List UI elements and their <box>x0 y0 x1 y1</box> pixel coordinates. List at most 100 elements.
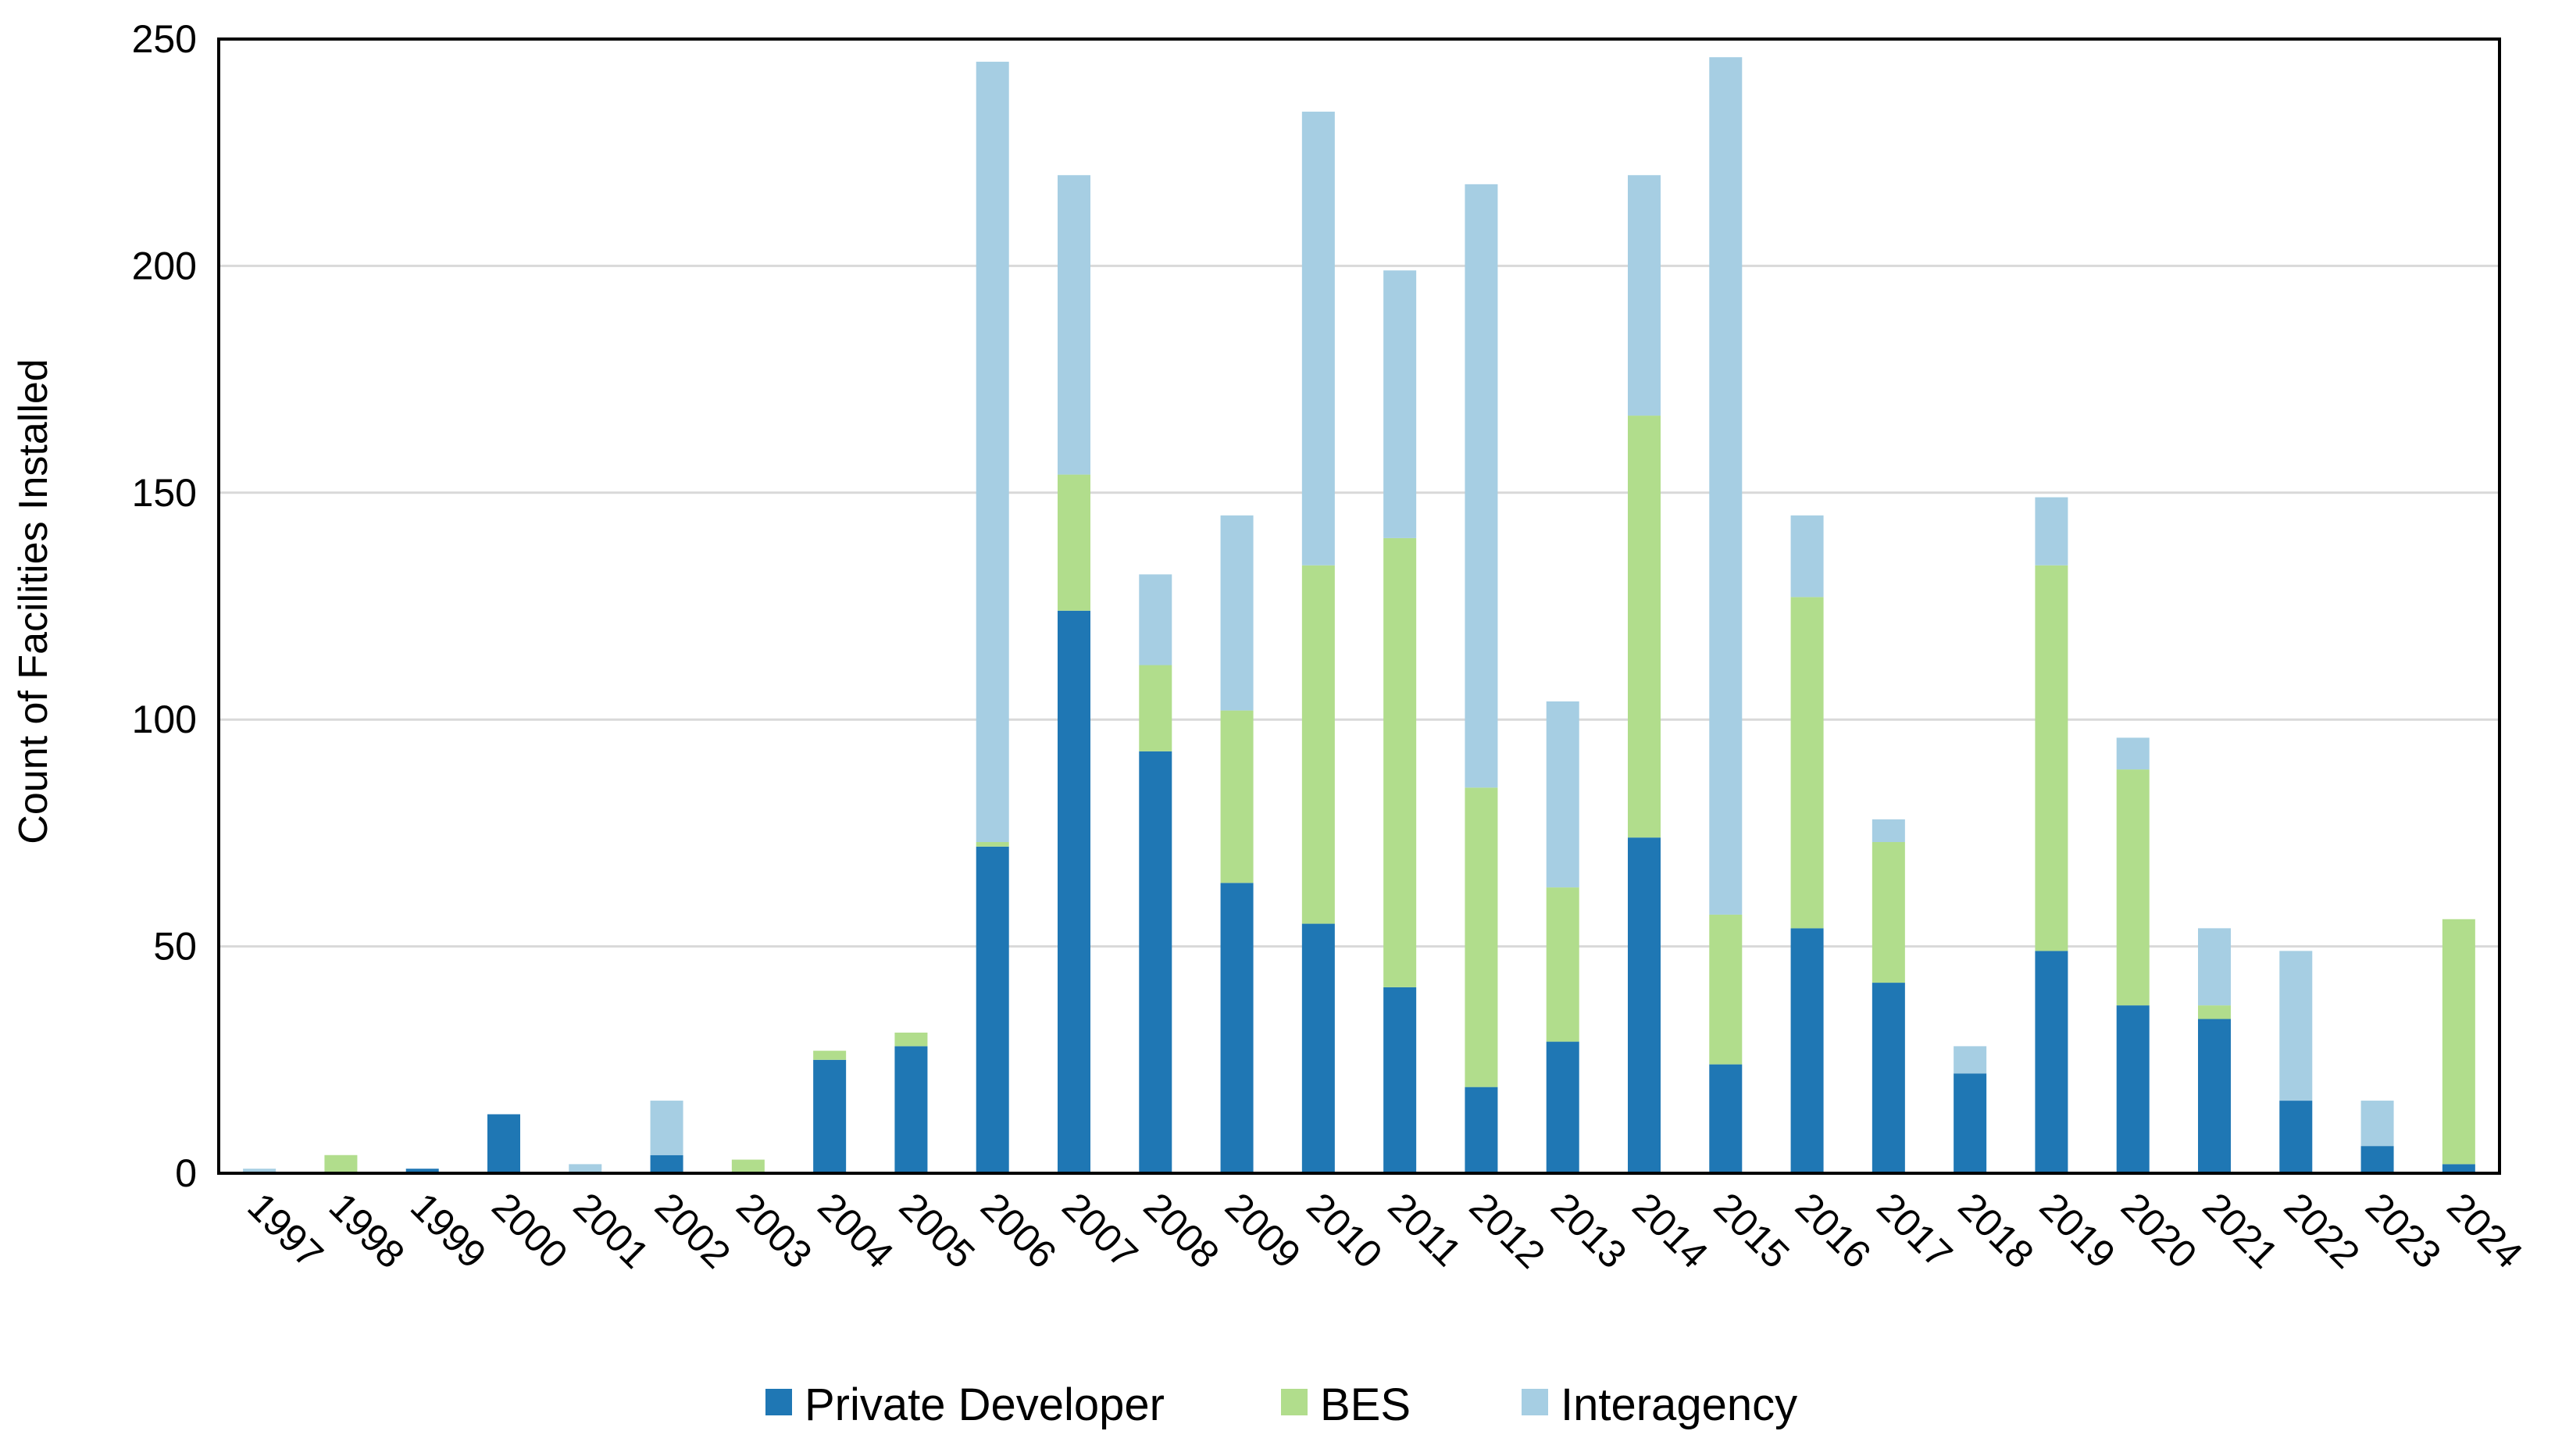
y-tick-label: 50 <box>153 925 197 969</box>
plot-area-border <box>217 37 2501 1175</box>
x-tick-label: 1997 <box>239 1184 331 1276</box>
legend-label: BES <box>1320 1379 1411 1430</box>
x-tick-label: 2006 <box>972 1184 1065 1276</box>
x-tick-label: 2014 <box>1624 1184 1716 1276</box>
bar-private-developer-2014 <box>1628 837 1661 1173</box>
bar-bes-2003 <box>731 1159 765 1173</box>
x-tick-label: 2003 <box>728 1184 820 1276</box>
x-tick-label: 2022 <box>2276 1184 2368 1276</box>
bar-private-developer-1999 <box>405 1169 439 1173</box>
x-tick-label: 2012 <box>1461 1184 1554 1276</box>
gridlines <box>219 264 2500 948</box>
bar-interagency-2007 <box>1058 175 1090 475</box>
bar-bes-1998 <box>324 1154 358 1173</box>
bar-bes-2012 <box>1465 787 1498 1087</box>
bar-interagency-2015 <box>1709 57 1743 915</box>
bar-interagency-2023 <box>2360 1101 2394 1147</box>
x-tick-label: 1999 <box>402 1184 494 1276</box>
bar-private-developer-2002 <box>650 1154 683 1173</box>
x-tick-label: 2019 <box>2032 1184 2124 1276</box>
bar-private-developer-2000 <box>487 1114 520 1173</box>
legend-label: Interagency <box>1561 1379 1797 1430</box>
x-tick-label: 2016 <box>1787 1184 1879 1276</box>
bar-bes-2017 <box>1872 842 1905 983</box>
bar-interagency-2009 <box>1220 515 1254 711</box>
y-axis-title: Count of Facilities Installed <box>11 359 56 844</box>
bar-interagency-2018 <box>1954 1046 1987 1074</box>
x-tick-label: 2021 <box>2194 1184 2286 1276</box>
bar-interagency-2006 <box>976 62 1009 843</box>
y-tick-label: 100 <box>132 698 197 741</box>
bar-private-developer-2023 <box>2360 1146 2394 1173</box>
bar-interagency-2011 <box>1383 270 1417 538</box>
bar-bes-2011 <box>1383 537 1417 987</box>
x-tick-label: 2005 <box>891 1184 983 1276</box>
bar-bes-2004 <box>813 1051 847 1060</box>
bar-interagency-2012 <box>1465 184 1498 788</box>
x-tick-label: 2008 <box>1136 1184 1228 1276</box>
bar-bes-2005 <box>894 1032 928 1047</box>
bar-bes-2020 <box>2116 769 2150 1006</box>
y-tick-label: 250 <box>132 17 197 61</box>
bar-private-developer-2018 <box>1954 1073 1987 1173</box>
bar-bes-2009 <box>1220 710 1254 883</box>
x-tick-label: 2002 <box>647 1184 739 1276</box>
bar-private-developer-2017 <box>1872 983 1905 1173</box>
x-tick-label: 1998 <box>321 1184 413 1276</box>
bar-interagency-2002 <box>650 1101 683 1155</box>
legend-swatch <box>1522 1389 1548 1415</box>
y-tick-label: 150 <box>132 471 197 515</box>
bar-interagency-2017 <box>1872 819 1905 843</box>
legend-swatch <box>765 1389 792 1415</box>
bar-bes-2014 <box>1628 416 1661 838</box>
bar-private-developer-2015 <box>1709 1064 1743 1173</box>
bar-bes-2021 <box>2198 1005 2231 1019</box>
x-tick-label: 2015 <box>1706 1184 1798 1276</box>
x-tick-label: 2017 <box>1868 1184 1961 1276</box>
bar-interagency-2016 <box>1790 515 1824 598</box>
legend-swatch <box>1281 1389 1308 1415</box>
bar-bes-2010 <box>1301 565 1335 924</box>
x-tick-label: 2004 <box>809 1184 901 1276</box>
bar-interagency-2021 <box>2198 928 2231 1006</box>
x-tick-label: 2001 <box>566 1184 658 1276</box>
bar-interagency-2008 <box>1139 574 1172 666</box>
bar-private-developer-2010 <box>1301 923 1335 1173</box>
x-tick-label: 2023 <box>2357 1184 2450 1276</box>
x-tick-label: 2010 <box>1298 1184 1390 1276</box>
bar-bes-2015 <box>1709 914 1743 1065</box>
x-tick-label: 2007 <box>1054 1184 1146 1276</box>
bar-private-developer-2004 <box>813 1059 847 1173</box>
x-axis-tick-labels: 1997199819992000200120022003200420052006… <box>239 1184 2531 1276</box>
bar-private-developer-2024 <box>2442 1164 2475 1173</box>
bar-private-developer-2008 <box>1139 751 1172 1173</box>
bar-private-developer-2011 <box>1383 987 1417 1173</box>
bar-private-developer-2009 <box>1220 883 1254 1173</box>
bar-interagency-2020 <box>2116 737 2150 770</box>
bar-private-developer-2020 <box>2116 1005 2150 1173</box>
y-tick-label: 0 <box>175 1151 197 1195</box>
bar-interagency-2022 <box>2279 951 2313 1101</box>
bar-interagency-2010 <box>1301 111 1335 566</box>
bar-interagency-2013 <box>1546 701 1579 888</box>
bar-series <box>243 57 2475 1173</box>
x-tick-label: 2000 <box>483 1184 576 1276</box>
x-tick-label: 2024 <box>2439 1184 2531 1276</box>
bar-bes-2024 <box>2442 919 2475 1165</box>
bar-private-developer-2007 <box>1058 610 1090 1173</box>
bar-interagency-2001 <box>569 1164 602 1173</box>
bar-bes-2008 <box>1139 665 1172 751</box>
bar-bes-2019 <box>2035 565 2068 951</box>
x-tick-label: 2013 <box>1543 1184 1635 1276</box>
bar-private-developer-2016 <box>1790 928 1824 1173</box>
bar-bes-2013 <box>1546 887 1579 1042</box>
x-tick-label: 2009 <box>1217 1184 1309 1276</box>
y-tick-label: 200 <box>132 244 197 287</box>
bar-private-developer-2022 <box>2279 1101 2313 1173</box>
bar-private-developer-2005 <box>894 1046 928 1173</box>
x-tick-label: 2018 <box>1950 1184 2042 1276</box>
legend: Private Developer BES Interagency <box>765 1379 1797 1430</box>
x-tick-label: 2011 <box>1379 1184 1470 1275</box>
x-tick-label: 2020 <box>2113 1184 2205 1276</box>
